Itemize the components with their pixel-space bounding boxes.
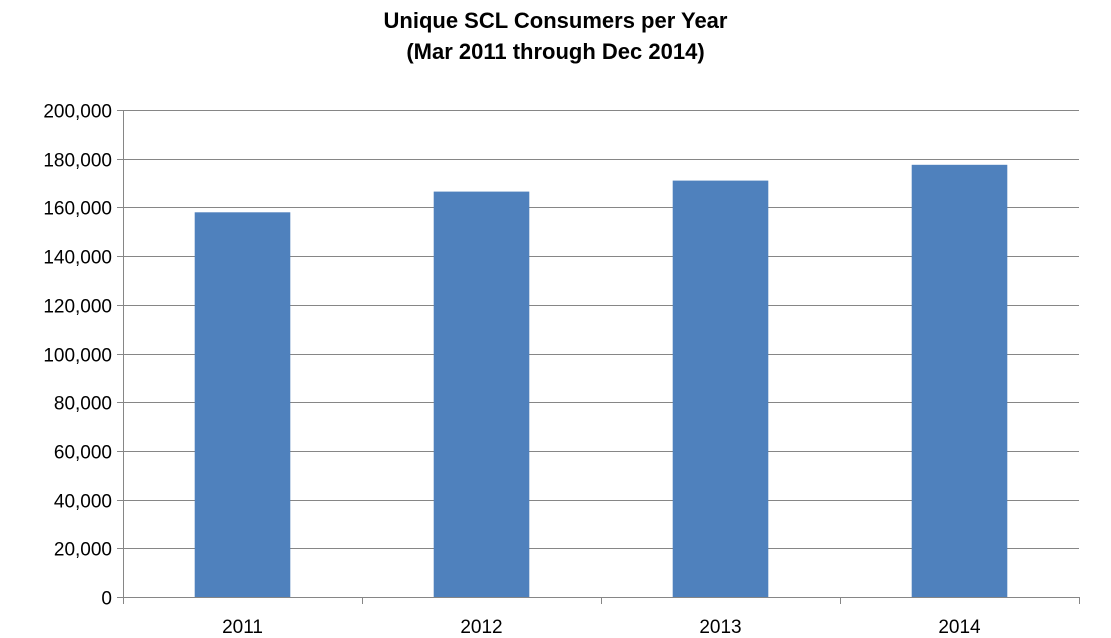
y-tick-label: 40,000 <box>54 492 112 513</box>
bar-2011 <box>194 212 291 598</box>
y-tick-label: 0 <box>101 589 112 610</box>
axes <box>117 110 1080 604</box>
x-tick-label: 2013 <box>699 617 741 638</box>
y-tick-label: 180,000 <box>43 151 112 172</box>
y-tick-label: 100,000 <box>43 346 112 367</box>
bars <box>194 164 1008 598</box>
y-tick-label: 140,000 <box>43 248 112 269</box>
bar-2014 <box>911 164 1008 598</box>
bar-2013 <box>672 180 769 597</box>
chart-title: Unique SCL Consumers per Year (Mar 2011 … <box>0 0 1111 67</box>
x-tick-labels: 2011 2012 2013 2014 <box>222 617 981 638</box>
chart-subtitle-line: (Mar 2011 through Dec 2014) <box>406 39 705 64</box>
bar-2012 <box>433 191 530 597</box>
y-tick-labels: 0 20,000 40,000 60,000 80,000 100,000 120,000 1… <box>43 102 112 610</box>
y-tick-label: 60,000 <box>54 443 112 464</box>
x-tick-label: 2012 <box>460 617 502 638</box>
x-tick-label: 2011 <box>222 617 263 638</box>
x-tick-label: 2014 <box>938 617 981 638</box>
y-tick-label: 120,000 <box>43 297 112 318</box>
y-tick-label: 80,000 <box>54 394 112 415</box>
chart-title-line: Unique SCL Consumers per Year <box>383 8 728 33</box>
y-tick-label: 160,000 <box>43 199 112 220</box>
y-tick-label: 20,000 <box>54 540 112 561</box>
y-tick-label: 200,000 <box>43 102 112 123</box>
